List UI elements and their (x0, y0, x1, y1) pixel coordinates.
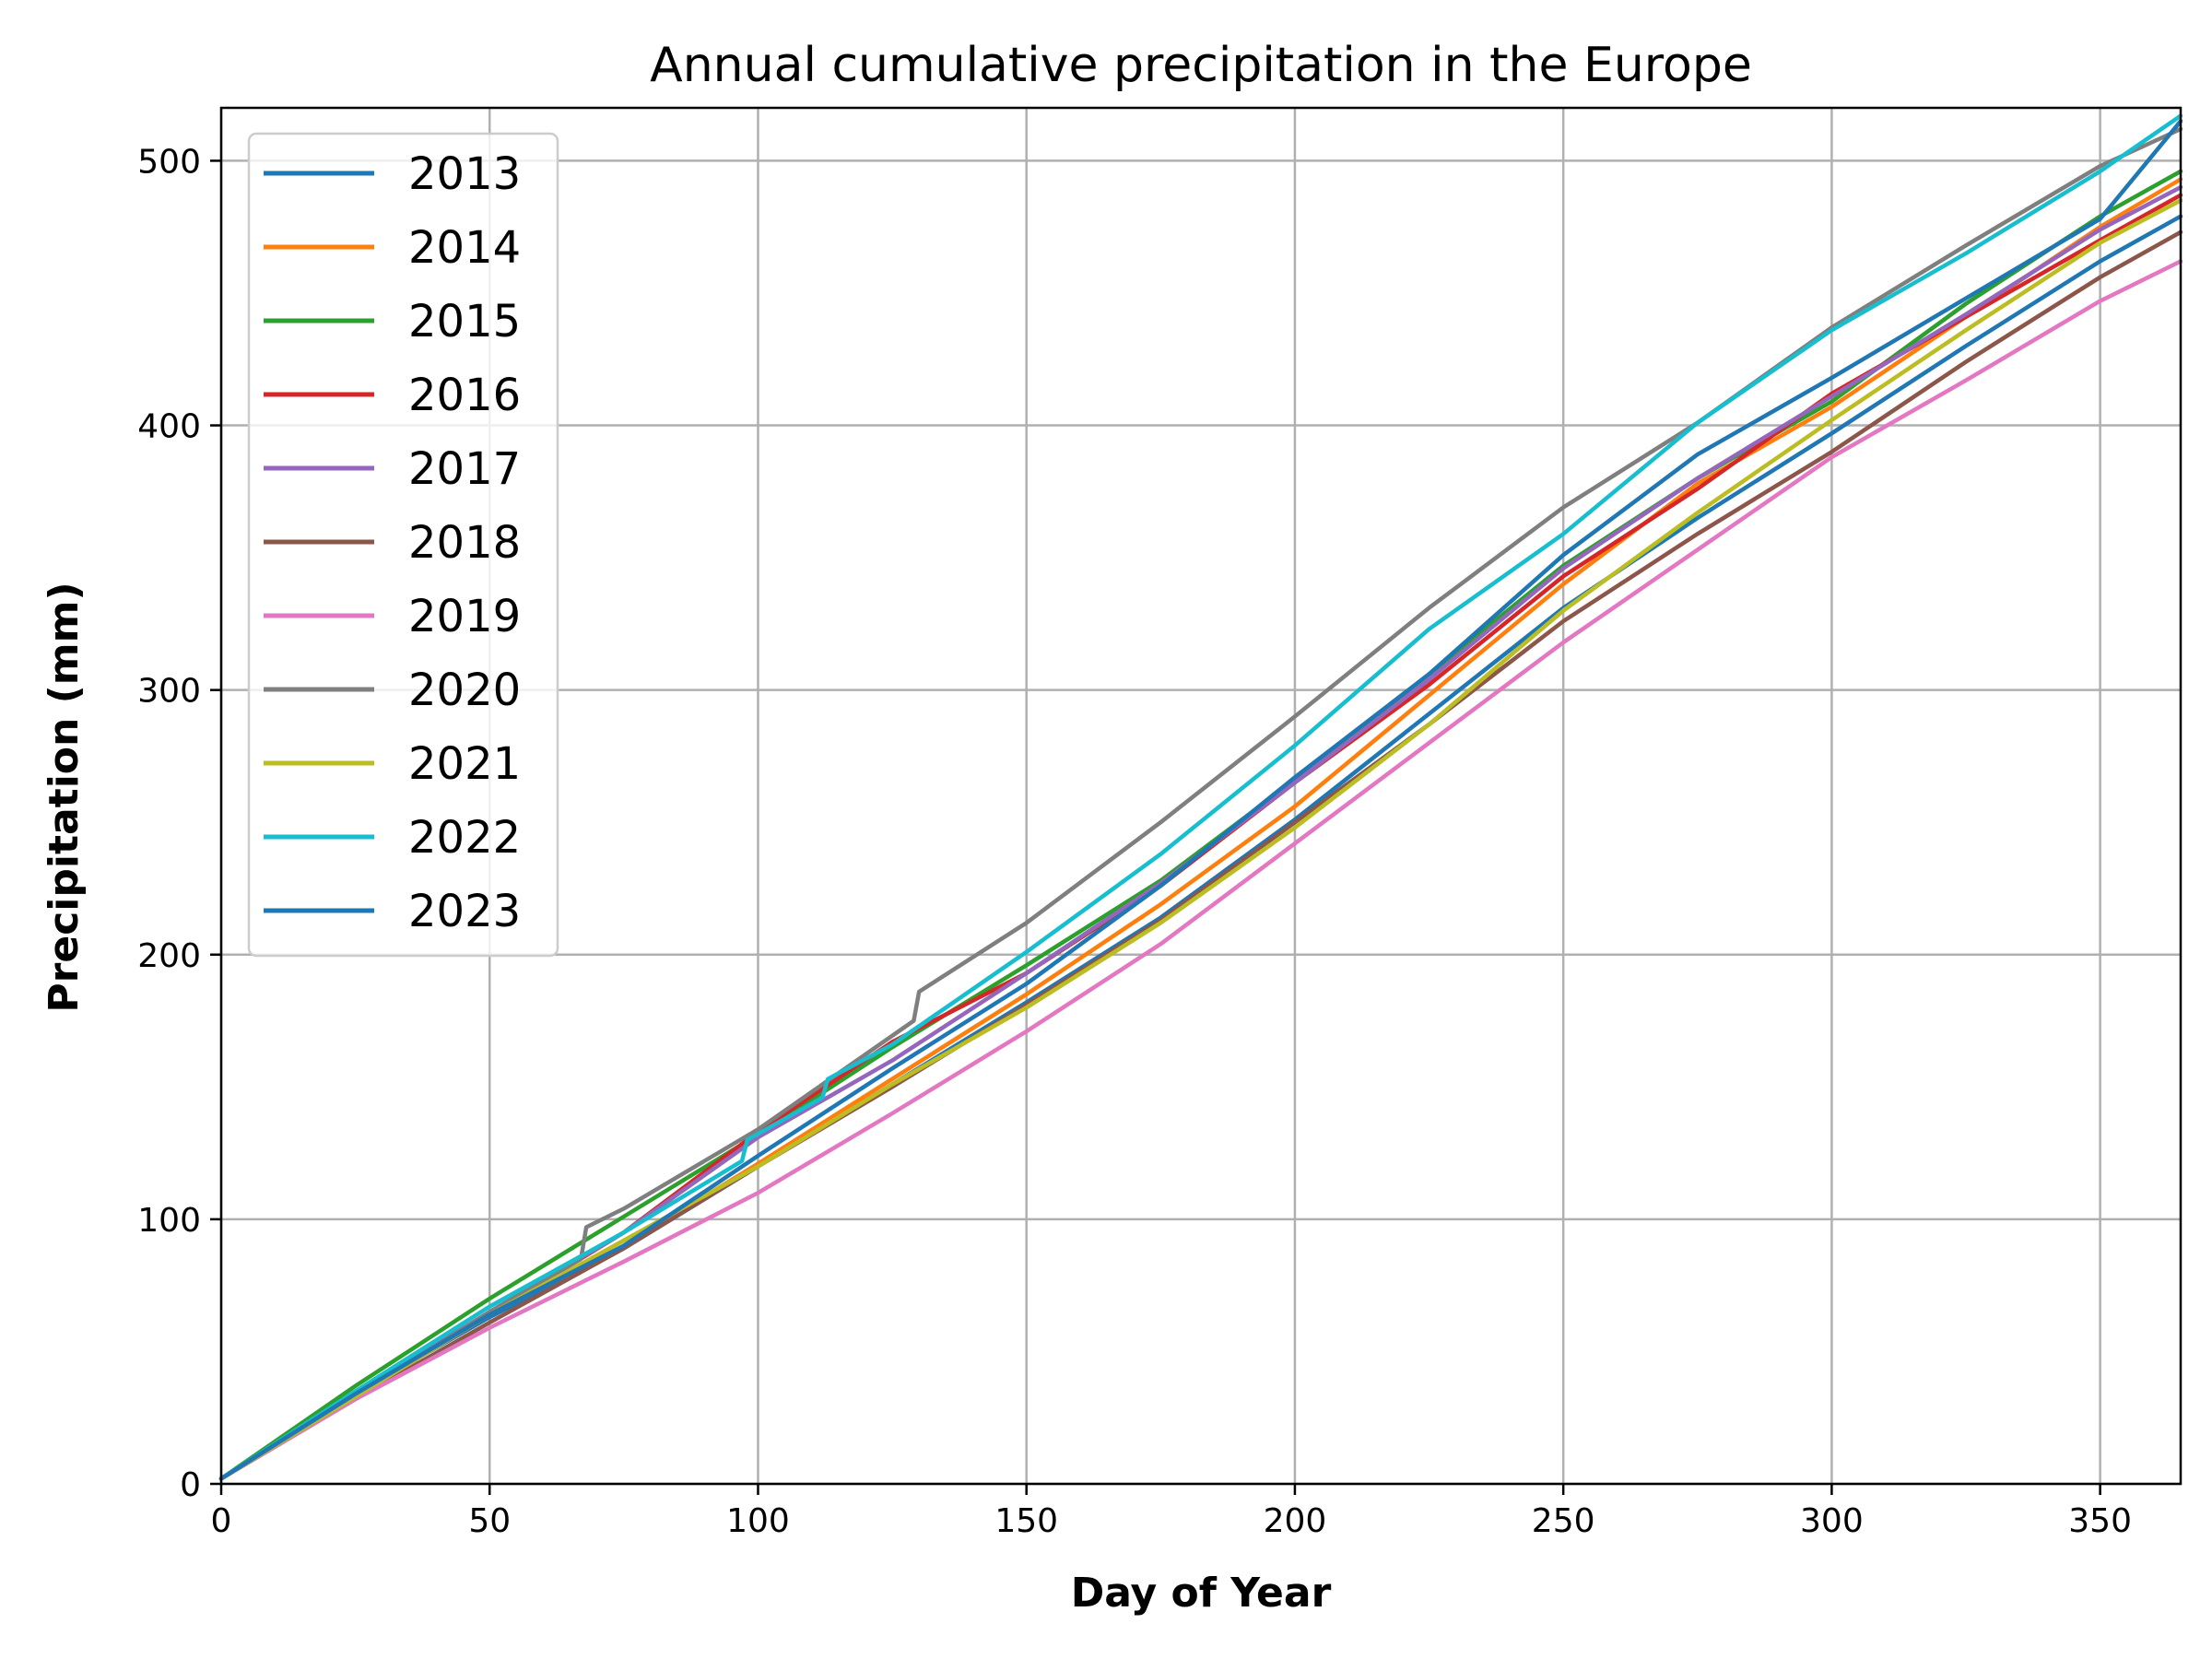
y-tick-label: 300 (137, 673, 201, 711)
legend-label: 2015 (408, 296, 521, 347)
y-tick-label: 500 (137, 143, 201, 181)
chart-title: Annual cumulative precipitation in the E… (650, 38, 1752, 93)
series-line-2020 (218, 126, 2183, 1481)
y-tick-label: 400 (137, 408, 201, 446)
y-tick-label: 100 (137, 1202, 201, 1240)
legend-label: 2023 (408, 886, 521, 937)
x-tick-label: 100 (726, 1502, 790, 1540)
legend-label: 2022 (408, 812, 521, 864)
legend-label: 2017 (408, 443, 521, 495)
x-axis-ticks: 0 50 100 150 200 250 300 350 (211, 1484, 2132, 1540)
y-tick-label: 200 (137, 937, 201, 975)
legend-label: 2014 (408, 222, 521, 274)
legend-label: 2021 (408, 738, 521, 790)
legend-label: 2016 (408, 370, 521, 421)
x-tick-label: 250 (1532, 1502, 1595, 1540)
series-line-2022 (218, 113, 2183, 1481)
series-line-2021 (218, 198, 2183, 1481)
x-tick-label: 350 (2068, 1502, 2132, 1540)
series-line-2023 (218, 119, 2183, 1481)
legend-label: 2018 (408, 517, 521, 569)
legend-label: 2019 (408, 591, 521, 642)
plot-lines (218, 113, 2183, 1481)
legend-box (247, 132, 559, 958)
x-tick-label: 200 (1264, 1502, 1327, 1540)
series-line-2019 (218, 259, 2183, 1481)
x-tick-label: 150 (994, 1502, 1058, 1540)
legend-label: 2013 (408, 148, 521, 200)
plot-frame (219, 106, 2183, 1486)
x-tick-label: 0 (211, 1502, 232, 1540)
legend-label: 2020 (408, 665, 521, 716)
legend: 2013 2014 2015 2016 2017 2018 2019 2020 2021 2022… (247, 132, 559, 958)
series-line-2013 (218, 214, 2183, 1481)
y-tick-label: 0 (180, 1466, 201, 1504)
x-axis-title: Day of Year (1071, 1570, 1332, 1617)
x-tick-label: 300 (1800, 1502, 1864, 1540)
series-line-2018 (218, 229, 2183, 1481)
x-tick-label: 50 (468, 1502, 511, 1540)
y-axis-title: Precipitation (mm) (41, 582, 88, 1012)
y-axis-ticks: 0 100 200 300 400 500 (137, 143, 221, 1504)
